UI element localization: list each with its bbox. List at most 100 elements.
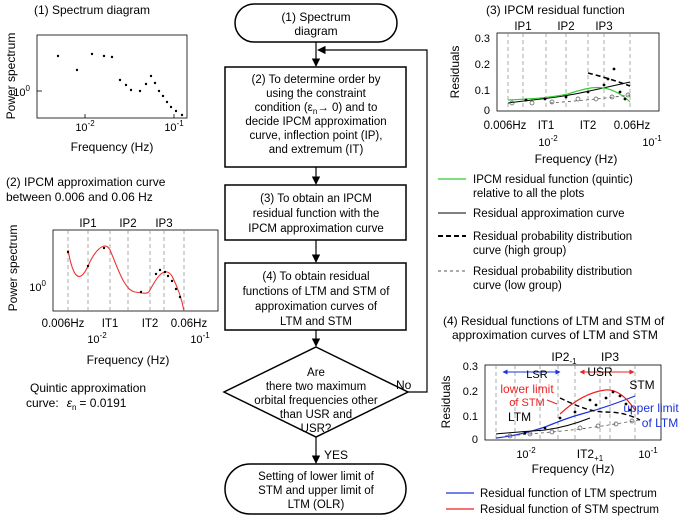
flow-no-label: No — [396, 378, 412, 392]
flow-final-terminal — [224, 463, 407, 515]
panel4-usr-label: USR — [587, 365, 613, 379]
panel1-xlabel: Frequency (Hz) — [71, 140, 154, 154]
panel2-axes-frame — [52, 229, 219, 312]
panel3-point-4 — [586, 90, 590, 94]
panel3-point-5 — [602, 83, 606, 87]
panel4-hollow-point-6 — [613, 421, 619, 427]
panel1-point-7 — [124, 83, 128, 87]
panel4-low-group-curve — [504, 419, 641, 437]
panel1-ytick-label: 100 — [13, 84, 30, 99]
arrow-no-loop — [317, 45, 428, 393]
flow-decision-line4: than USR and — [280, 409, 352, 421]
panel1-xtick-label-1: 10-2 — [75, 119, 95, 134]
panel3-data-points — [509, 67, 631, 106]
panel2-data-points — [66, 246, 182, 299]
panel4-ytick-02: 0.2 — [463, 386, 478, 398]
flow-step1-line1: (1) Spectrum — [281, 10, 350, 24]
panel3-ytick-02: 0.2 — [475, 59, 490, 71]
panel4-point-1 — [523, 431, 527, 435]
flow-step2-box — [224, 66, 407, 168]
flow-decision-line2: there two maximum — [266, 381, 366, 393]
panel3-hollow-point-3 — [549, 99, 555, 105]
panel3-label-006hz: 0.06Hz — [614, 120, 651, 132]
panel2-xtick-label-1: 10-2 — [87, 331, 107, 346]
panel4-ip3-label: IP3 — [601, 350, 619, 364]
flow-final-line1: Setting of lower limit of — [258, 471, 374, 483]
panel2-xlabel: Frequency (Hz) — [87, 353, 170, 367]
panel3-label-it2: IT2 — [580, 120, 597, 132]
panel1-point-6 — [118, 78, 122, 82]
flow-step2-line4: decide IPCM approximation — [245, 116, 386, 128]
panel4-data-points — [507, 390, 635, 439]
panel4-point-11 — [628, 408, 632, 412]
panel4-stm-label: STM — [629, 378, 654, 392]
panel2-point-2 — [86, 264, 90, 268]
flow-step3-line2: residual function with the — [253, 208, 380, 220]
panel2-point-5 — [154, 272, 158, 276]
panel2-point-11 — [178, 295, 182, 299]
panel4-upper-limit-line1: upper limit — [623, 401, 679, 415]
panel1-xtick-label-2: 10-1 — [164, 119, 184, 134]
panel4-point-9 — [618, 394, 622, 398]
panel1-point-8 — [129, 88, 133, 92]
panel2-ytick-label: 100 — [29, 279, 46, 294]
flow-step2-line1: (2) To determine order by — [252, 74, 381, 86]
panel3-low-group-curve — [549, 94, 631, 104]
panel2-point-3 — [102, 246, 106, 250]
flow-decision-line1: Are — [307, 367, 325, 379]
panel4-point-5 — [588, 398, 592, 402]
panel4-lower-limit-line2: of STM — [509, 397, 544, 409]
flow-step4-line4: LTM and STM — [280, 316, 352, 328]
flow-step2-line2: using the constraint — [266, 88, 367, 100]
panel4-ylabel: Residuals — [439, 376, 453, 429]
panel4-ytick-0: 0 — [472, 434, 478, 446]
panel1-spectrum-diagram: (1) Spectrum diagram 100 Power spectrum … — [4, 3, 188, 154]
panel2-label-ip2: IP2 — [119, 218, 136, 230]
panel4-lsr-label: LSR — [526, 369, 547, 381]
panel3-hollow-point-1 — [509, 100, 515, 106]
panel4-hollow-point-1 — [507, 433, 513, 439]
panel1-point-15 — [165, 100, 169, 104]
panel1-point-4 — [102, 54, 106, 58]
panel2-label-0006hz: 0.006Hz — [42, 318, 85, 330]
panel1-point-10 — [144, 82, 148, 86]
panel4-ytick-03: 0.3 — [463, 361, 478, 373]
panel4-lower-limit-pointer — [546, 399, 558, 405]
panel2-label-006hz: 0.06Hz — [171, 318, 208, 330]
flow-yes-label: YES — [324, 448, 348, 462]
panel4-hollow-point-2 — [527, 431, 533, 437]
panel2-label-ip3: IP3 — [155, 218, 172, 230]
panel4-point-10 — [624, 402, 628, 406]
panel1-point-17 — [174, 109, 178, 113]
panel3-point-3 — [564, 95, 568, 99]
panel3-point-6 — [606, 77, 610, 81]
panel4-hollow-point-5 — [595, 423, 601, 429]
flow-decision-line5: USR? — [301, 423, 332, 435]
panel2-title-line2: between 0.006 and 0.06 Hz — [6, 190, 153, 204]
panel3-legend: IPCM residual function (quintic) relativ… — [438, 174, 633, 292]
flow-step3-line1: (3) To obtain an IPCM — [260, 193, 372, 205]
panel3-point-7 — [612, 67, 616, 71]
panel4-point-6 — [594, 403, 598, 407]
panel4-point-2 — [543, 426, 547, 430]
panel2-point-6 — [158, 268, 162, 272]
panel3-xtick-label-1: 10-2 — [538, 134, 558, 149]
panel3-label-ip2: IP2 — [557, 21, 574, 33]
panel2-note-line1: Quintic approximation — [30, 381, 146, 395]
flow-step4-line3: approximation curves of — [255, 301, 378, 313]
panel1-title: (1) Spectrum diagram — [34, 3, 150, 17]
panel3-ylabel: Residuals — [448, 46, 462, 99]
panel3-hollow-point-2 — [529, 100, 535, 106]
legend3-approx-label: Residual approximation curve — [473, 208, 625, 220]
panel3-ipcm-residual: (3) IPCM residual function IP1 IP2 IP3 0… — [448, 3, 662, 166]
panel3-label-0006hz: 0.006Hz — [484, 120, 527, 132]
panel2-approximation-curve — [67, 245, 185, 312]
panel2-point-7 — [163, 270, 167, 274]
panel1-point-16 — [169, 105, 173, 109]
panel1-point-11 — [149, 74, 153, 78]
panel1-point-12 — [153, 81, 157, 85]
panel1-point-13 — [157, 89, 161, 93]
panel4-hollow-point-4 — [577, 425, 583, 431]
panel3-ytick-0: 0 — [484, 105, 490, 117]
